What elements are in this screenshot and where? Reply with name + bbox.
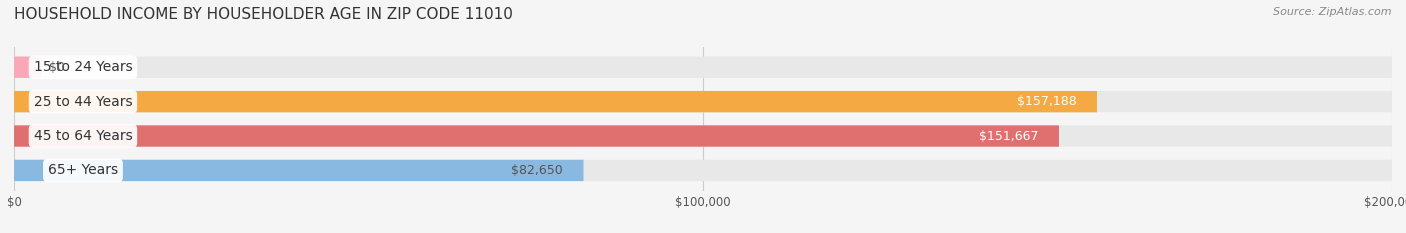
Text: Source: ZipAtlas.com: Source: ZipAtlas.com <box>1274 7 1392 17</box>
Text: 45 to 64 Years: 45 to 64 Years <box>34 129 132 143</box>
FancyBboxPatch shape <box>14 160 1392 181</box>
FancyBboxPatch shape <box>14 91 1097 112</box>
FancyBboxPatch shape <box>14 160 583 181</box>
Text: $151,667: $151,667 <box>979 130 1038 143</box>
FancyBboxPatch shape <box>14 125 1392 147</box>
Text: 15 to 24 Years: 15 to 24 Years <box>34 60 132 74</box>
Text: $157,188: $157,188 <box>1017 95 1077 108</box>
FancyBboxPatch shape <box>14 125 1059 147</box>
FancyBboxPatch shape <box>14 91 1392 112</box>
Text: $0: $0 <box>48 61 65 74</box>
FancyBboxPatch shape <box>14 57 1392 78</box>
FancyBboxPatch shape <box>14 57 42 78</box>
Text: 25 to 44 Years: 25 to 44 Years <box>34 95 132 109</box>
Text: $82,650: $82,650 <box>510 164 562 177</box>
Text: HOUSEHOLD INCOME BY HOUSEHOLDER AGE IN ZIP CODE 11010: HOUSEHOLD INCOME BY HOUSEHOLDER AGE IN Z… <box>14 7 513 22</box>
Text: 65+ Years: 65+ Years <box>48 163 118 177</box>
